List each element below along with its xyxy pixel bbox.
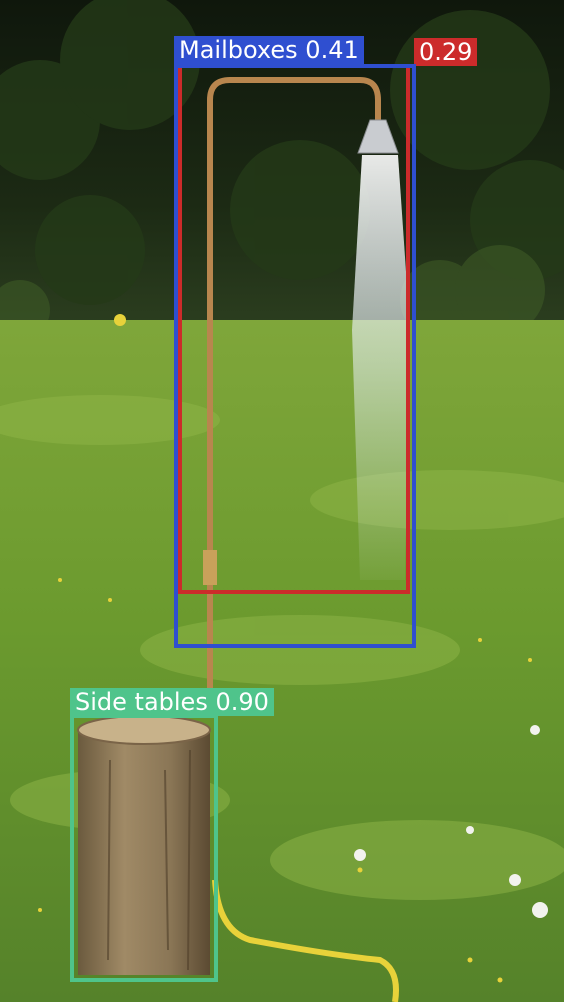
detection-label-blue: Mailboxes 0.41: [174, 36, 364, 64]
water-spray: [352, 155, 410, 580]
detection-label-green: Side tables 0.90: [70, 688, 274, 716]
detection-box-green: [70, 714, 218, 982]
detection-box-blue: [174, 64, 416, 648]
copper-pipe: [207, 77, 381, 713]
detection-label-red: 0.29: [414, 38, 478, 66]
shower-head: [357, 119, 399, 154]
shower-valve: [203, 550, 217, 585]
yellow-hose: [212, 879, 399, 1002]
